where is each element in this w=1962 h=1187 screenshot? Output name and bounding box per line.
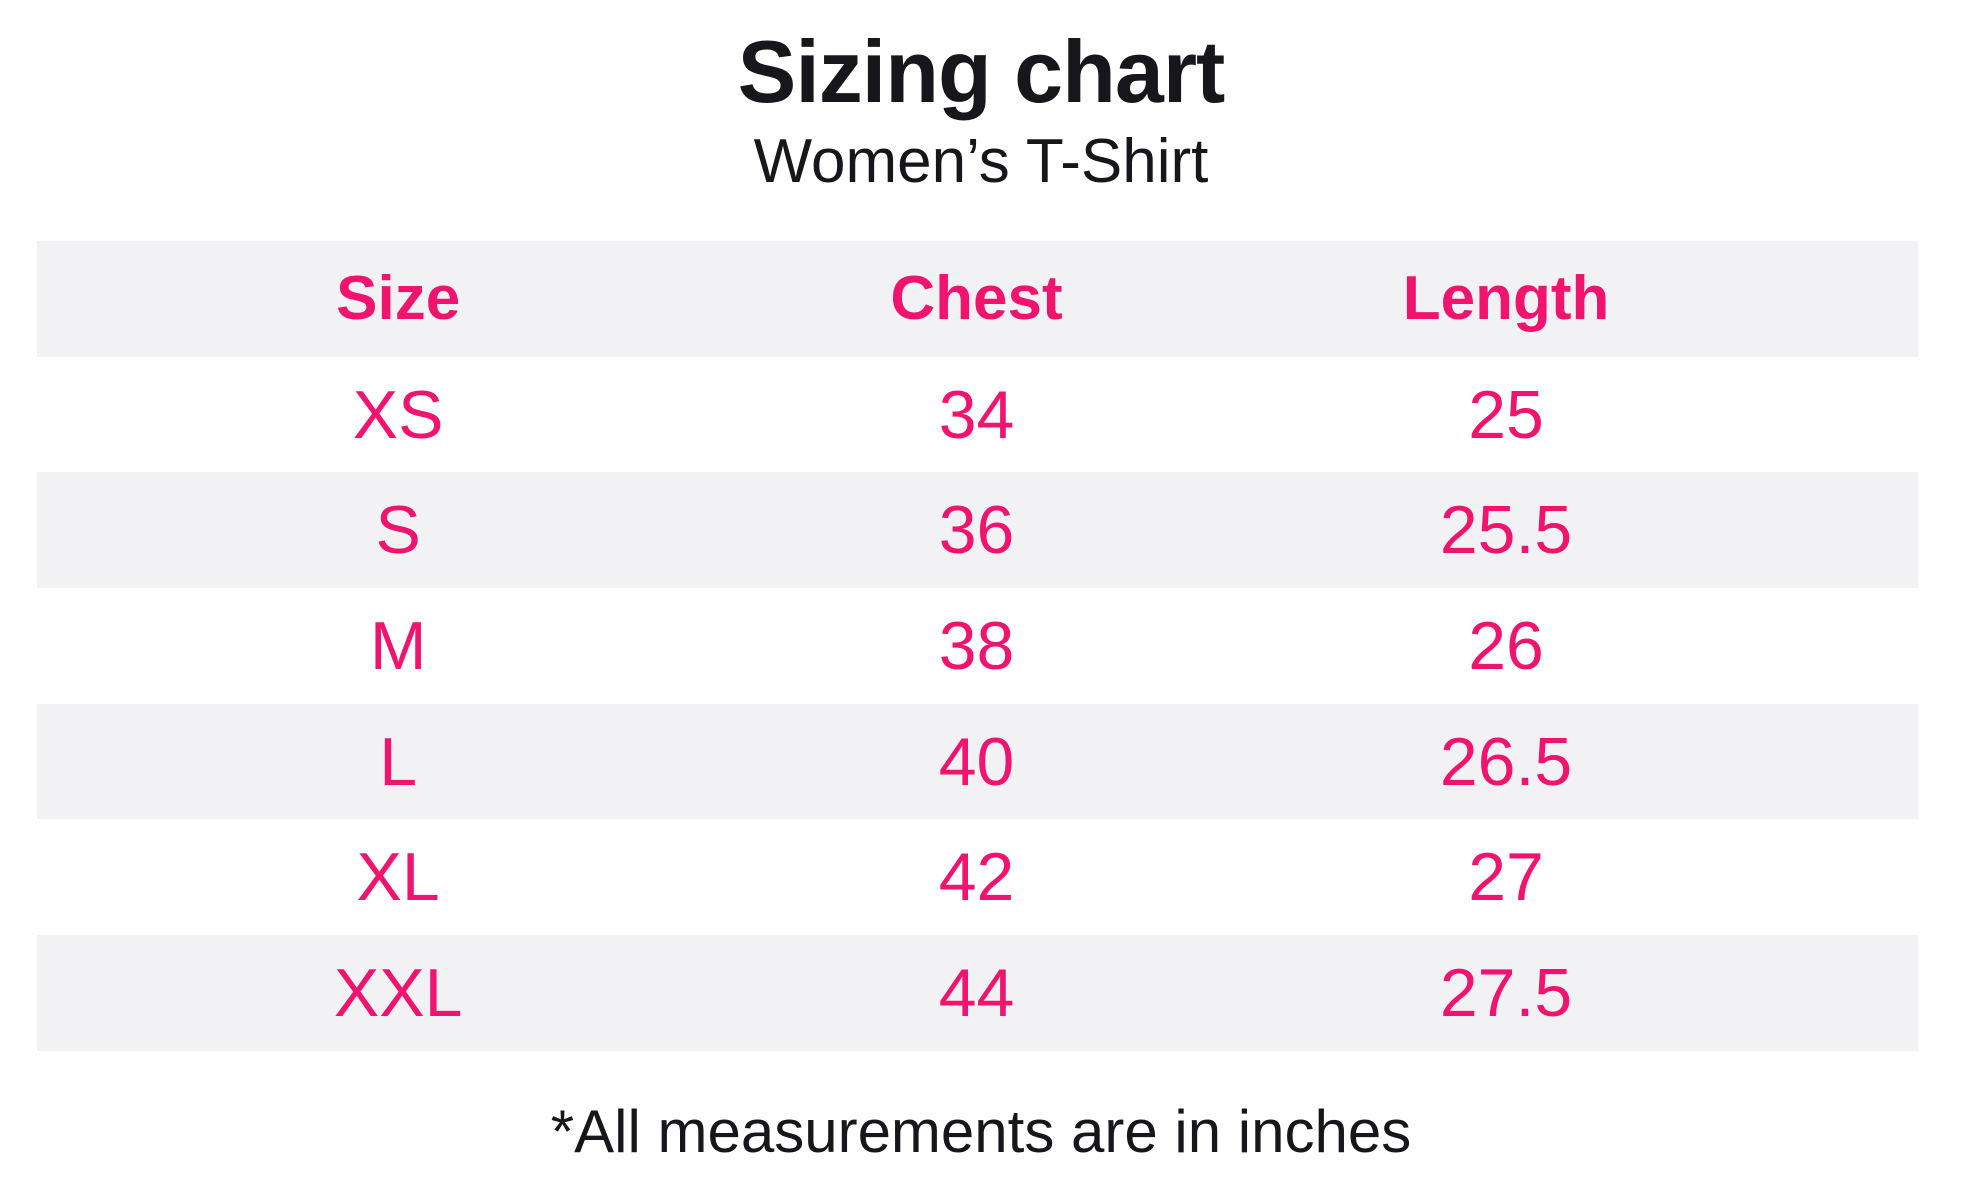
size-cell: XS [352, 376, 444, 453]
length-cell: 26.5 [1439, 723, 1573, 800]
size-cell: S [375, 492, 421, 569]
page-title: Sizing chart [737, 22, 1226, 121]
table-row-m: M 38 26 [37, 588, 1918, 704]
page-subtitle: Women’s T-Shirt [753, 127, 1209, 196]
table-row-l: L 40 26.5 [37, 703, 1918, 820]
chest-cell: 36 [938, 492, 1015, 569]
table-row-xxl: XXL 44 27.5 [37, 935, 1918, 1051]
length-cell: 25 [1468, 376, 1544, 453]
length-cell: 27.5 [1439, 954, 1573, 1031]
sizing-table: Size Chest Length XS 34 25 S 36 25.5 M 3… [37, 241, 1918, 1051]
table-row-xl: XL 42 27 [37, 819, 1918, 935]
table-header-row: Size Chest Length [37, 241, 1918, 357]
size-cell: L [379, 723, 418, 800]
chest-cell: 38 [938, 607, 1015, 684]
length-cell: 26 [1468, 607, 1544, 684]
table-row-xs: XS 34 25 [37, 357, 1918, 473]
size-cell: XXL [333, 954, 463, 1031]
column-header-size: Size [336, 263, 461, 333]
chest-cell: 42 [938, 839, 1015, 916]
size-cell: M [369, 607, 427, 684]
chest-cell: 44 [938, 954, 1015, 1031]
length-cell: 27 [1468, 839, 1544, 916]
column-header-chest: Chest [890, 263, 1063, 333]
column-header-length: Length [1402, 263, 1610, 333]
chest-cell: 40 [938, 723, 1015, 800]
chest-cell: 34 [938, 376, 1015, 453]
table-row-s: S 36 25.5 [37, 472, 1918, 589]
length-cell: 25.5 [1439, 492, 1573, 569]
measurements-footnote: *All measurements are in inches [550, 1097, 1412, 1165]
size-cell: XL [356, 839, 440, 916]
